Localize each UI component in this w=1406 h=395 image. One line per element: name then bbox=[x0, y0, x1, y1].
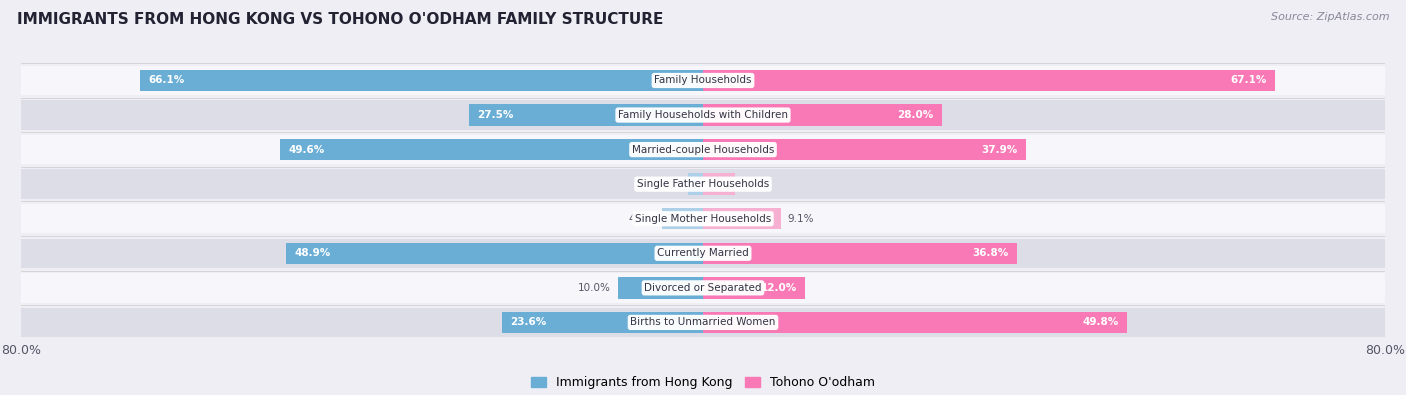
Text: Married-couple Households: Married-couple Households bbox=[631, 145, 775, 154]
Text: 9.1%: 9.1% bbox=[787, 214, 814, 224]
Text: Currently Married: Currently Married bbox=[657, 248, 749, 258]
Text: Single Mother Households: Single Mother Households bbox=[636, 214, 770, 224]
Legend: Immigrants from Hong Kong, Tohono O'odham: Immigrants from Hong Kong, Tohono O'odha… bbox=[526, 371, 880, 394]
Bar bbox=[703, 139, 1026, 160]
Bar bbox=[703, 312, 1128, 333]
Text: 23.6%: 23.6% bbox=[510, 318, 547, 327]
Bar bbox=[703, 208, 780, 229]
Bar bbox=[21, 273, 1385, 303]
Text: Family Households: Family Households bbox=[654, 75, 752, 85]
Text: 67.1%: 67.1% bbox=[1230, 75, 1267, 85]
Bar bbox=[21, 66, 1385, 95]
Text: 66.1%: 66.1% bbox=[148, 75, 184, 85]
Text: Divorced or Separated: Divorced or Separated bbox=[644, 283, 762, 293]
Bar bbox=[703, 70, 1275, 91]
Bar bbox=[688, 173, 703, 195]
Text: 3.8%: 3.8% bbox=[742, 179, 769, 189]
Bar bbox=[21, 100, 1385, 130]
Text: 27.5%: 27.5% bbox=[477, 110, 513, 120]
Bar bbox=[21, 239, 1385, 268]
Text: Family Households with Children: Family Households with Children bbox=[619, 110, 787, 120]
Bar bbox=[21, 135, 1385, 164]
Text: 49.8%: 49.8% bbox=[1083, 318, 1119, 327]
Text: 12.0%: 12.0% bbox=[761, 283, 797, 293]
Bar bbox=[280, 139, 703, 160]
Bar bbox=[21, 204, 1385, 233]
Bar bbox=[703, 173, 735, 195]
Text: Source: ZipAtlas.com: Source: ZipAtlas.com bbox=[1271, 12, 1389, 22]
Bar bbox=[21, 308, 1385, 337]
Text: 1.8%: 1.8% bbox=[654, 179, 681, 189]
Bar bbox=[662, 208, 703, 229]
Bar bbox=[139, 70, 703, 91]
Text: 48.9%: 48.9% bbox=[295, 248, 330, 258]
Bar bbox=[703, 243, 1017, 264]
Text: 49.6%: 49.6% bbox=[288, 145, 325, 154]
Text: 28.0%: 28.0% bbox=[897, 110, 934, 120]
Bar bbox=[703, 277, 806, 299]
Bar bbox=[468, 104, 703, 126]
Text: 4.8%: 4.8% bbox=[628, 214, 655, 224]
Text: 36.8%: 36.8% bbox=[972, 248, 1008, 258]
Text: 37.9%: 37.9% bbox=[981, 145, 1018, 154]
Bar bbox=[703, 104, 942, 126]
Text: Births to Unmarried Women: Births to Unmarried Women bbox=[630, 318, 776, 327]
Bar bbox=[21, 169, 1385, 199]
Text: IMMIGRANTS FROM HONG KONG VS TOHONO O'ODHAM FAMILY STRUCTURE: IMMIGRANTS FROM HONG KONG VS TOHONO O'OD… bbox=[17, 12, 664, 27]
Bar bbox=[617, 277, 703, 299]
Text: 10.0%: 10.0% bbox=[578, 283, 612, 293]
Bar bbox=[287, 243, 703, 264]
Bar bbox=[502, 312, 703, 333]
Text: Single Father Households: Single Father Households bbox=[637, 179, 769, 189]
